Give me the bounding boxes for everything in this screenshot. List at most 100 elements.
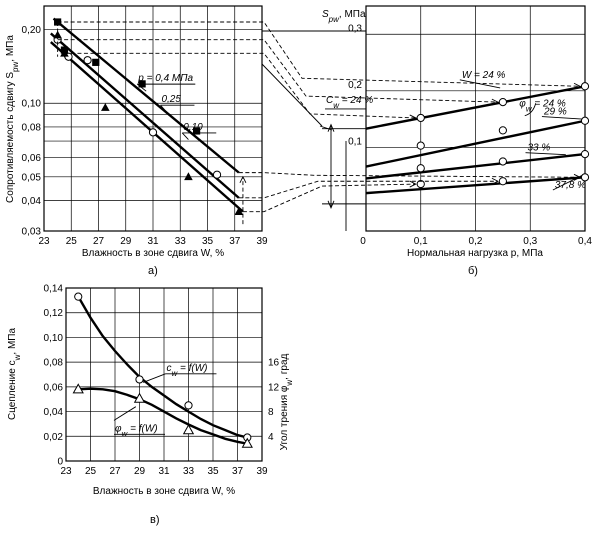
panel-c-xtick: 31 [158, 466, 170, 477]
connector-diag-1b [319, 125, 333, 131]
panel-b-label-leader [525, 152, 566, 156]
panel-b-cw-arrow-bottom [327, 200, 335, 210]
panel-b-ytick: 0,2 [348, 80, 362, 91]
connector-projection [64, 52, 416, 119]
panel-c-point [135, 375, 144, 384]
panel-a-ytick: 0,06 [22, 153, 42, 164]
connector-arrowhead [409, 114, 417, 122]
panel-a-label: а) [148, 265, 158, 277]
panel-c-curve [77, 295, 248, 439]
panel-b-series-label: 33 % [528, 143, 551, 154]
panel-b-label-leader [459, 79, 501, 89]
connector-projection [242, 183, 416, 213]
panel-c-y2tick: 8 [268, 407, 274, 418]
panel-c-ytick: 0,04 [44, 407, 64, 418]
panel-c-xtick: 33 [183, 466, 195, 477]
panel-a-series-label: 0,10 [183, 122, 203, 133]
panel-c: 23 25 27 29 31 33 35 37 39 0 0,02 0,04 0,06 0,08 0,10 0… [7, 284, 294, 527]
panel-b-ylabel: Spw, МПа [322, 9, 366, 24]
panel-c-ylabel: Сцепление cw, МПа [7, 328, 22, 421]
panel-a-xtick: 25 [66, 236, 78, 247]
panel-a-xtick: 35 [202, 236, 214, 247]
panel-a-fit-line [50, 32, 240, 199]
panel-b-point [498, 126, 507, 135]
connector-arrowhead [491, 177, 499, 185]
panel-a-point [193, 127, 201, 135]
connector-arrowhead [409, 180, 417, 188]
panel-b-point [416, 179, 425, 189]
series-symbol: φ [115, 423, 122, 434]
panel-b-series-label: 29 % [543, 107, 567, 118]
series-text: = f(W) [177, 363, 207, 374]
panel-a-frame [43, 5, 263, 232]
panel-b-label-leader [552, 174, 583, 191]
phi-sub: w [526, 104, 533, 113]
series-symbol: c [166, 363, 171, 374]
panel-a-point [101, 103, 110, 111]
panel-b-phi-label: φw = 24 % [519, 99, 566, 114]
panel-b-xtick: 0,4 [578, 236, 592, 247]
panel-c-point [241, 437, 253, 448]
series-sub: w [122, 429, 129, 438]
panel-c-xtick: 35 [207, 466, 219, 477]
panel-b-series-label: 37,8 % [555, 180, 586, 191]
panel-b-ytick: 0,1 [348, 136, 362, 147]
panel-a-point [184, 172, 193, 181]
panel-c-xtick: 25 [85, 466, 97, 477]
panel-c-xtick: 27 [109, 466, 121, 477]
panel-c-point [133, 392, 146, 403]
panel-c-label-leader [113, 406, 137, 421]
series-text: = f(W) [127, 423, 157, 434]
panel-c-ytick: 0,12 [44, 308, 64, 319]
panel-b-label: б) [468, 265, 478, 277]
panel-b-label-leader [541, 116, 583, 120]
connector-arrowhead [573, 173, 582, 181]
panel-b-line [365, 85, 586, 130]
panel-a-point [212, 170, 222, 179]
panel-a-xtick: 31 [147, 236, 159, 247]
panel-c-point [184, 401, 193, 410]
panel-a-point [234, 207, 244, 215]
panel-b-point [498, 177, 507, 186]
panel-a-label-leader [160, 104, 167, 113]
panel-c-curve [78, 387, 248, 445]
panel-c-xlabel: Влажность в зоне сдвига W, % [93, 486, 235, 497]
panel-c-xtick: 29 [134, 466, 146, 477]
panel-c-ytick: 0 [57, 457, 63, 468]
panel-c-y2tick: 16 [268, 358, 280, 369]
connector-diag-1 [261, 63, 323, 127]
panel-c-y2tick: 4 [268, 432, 274, 443]
connector-projection [238, 180, 498, 199]
panel-b-point [580, 173, 590, 182]
panel-a-ytick: 0,20 [22, 25, 42, 36]
panel-a-xtick: 39 [256, 236, 268, 247]
connector-projection [57, 39, 498, 103]
panel-b-cw-label: Cw = 24 % [326, 95, 373, 110]
panel-a-series-label: 0,25 [161, 94, 181, 105]
phi-symbol: φ [519, 99, 526, 110]
panel-a-xtick: 27 [93, 236, 105, 247]
panel-c-frame [65, 287, 263, 462]
panel-a-point [148, 128, 158, 137]
panel-b-line [365, 119, 586, 168]
panel-c-xtick: 39 [256, 466, 268, 477]
panel-a-xtick: 37 [229, 236, 241, 247]
panel-a-point [92, 58, 100, 66]
panel-c-series-label: cw = f(W) [166, 363, 207, 378]
panel-a-ytick: 0,05 [22, 172, 42, 183]
panel-b-line [365, 152, 586, 180]
panel-a: 23 25 27 29 31 33 35 37 39 0,03 0,04 0,05 0,06 0,08 0,… [5, 5, 268, 277]
panel-c-ytick: 0,14 [44, 284, 64, 295]
connector-arrowhead [491, 98, 499, 106]
panel-a-point [60, 48, 69, 57]
connector-projection [57, 21, 581, 87]
series-sub: w [171, 368, 178, 377]
panel-c-label: в) [150, 514, 160, 526]
panel-a-xtick: 29 [120, 236, 132, 247]
panel-a-point [53, 30, 62, 39]
panel-a-fit-line [50, 41, 244, 213]
panel-a-ytick: 0,04 [22, 196, 42, 207]
panel-a-xtick: 23 [38, 236, 50, 247]
panel-c-ytick: 0,08 [44, 358, 64, 369]
